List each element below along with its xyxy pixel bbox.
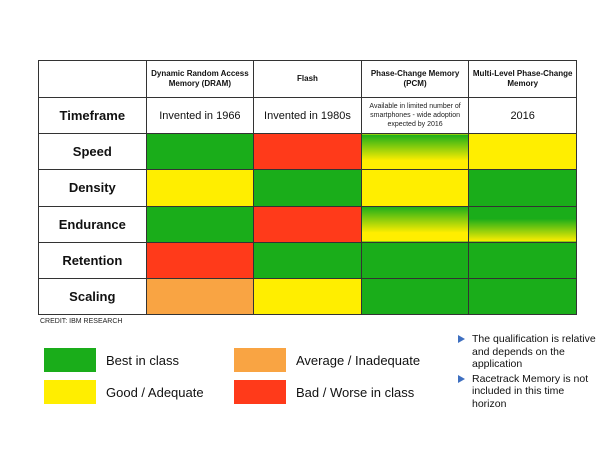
row-label-scaling: Scaling (38, 277, 147, 316)
col-header-mlpcm: Multi-Level Phase-Change Memory (468, 59, 577, 99)
legend-label-best: Best in class (106, 352, 179, 368)
retention-dram-cell (145, 241, 255, 279)
legend-swatch-avg (234, 348, 286, 372)
density-dram-cell (145, 169, 255, 207)
retention-mlpcm-cell (468, 241, 577, 279)
triangle-bullet-icon (458, 335, 465, 343)
row-retention: Retention (38, 241, 577, 279)
memory-comparison-table: Dynamic Random Access Memory (DRAM) Flas… (38, 59, 577, 316)
legend-swatch-best (44, 348, 96, 372)
retention-flash-cell (253, 241, 362, 279)
legend-label-avg: Average / Inadequate (296, 352, 421, 368)
speed-pcm-cell (360, 133, 470, 171)
scaling-dram-cell (145, 277, 255, 316)
density-mlpcm-cell (468, 169, 577, 207)
triangle-bullet-icon (458, 374, 465, 383)
row-label-timeframe: Timeframe (38, 97, 147, 135)
note-item: Racetrack Memory is not included in this… (456, 373, 596, 411)
legend-label-good: Good / Adequate (106, 384, 204, 400)
col-header-flash: Flash (253, 59, 362, 99)
legend-item-good: Good / Adequate (44, 380, 204, 404)
row-timeframe: Timeframe Invented in 1966 Invented in 1… (38, 97, 577, 135)
legend-swatch-bad (234, 380, 286, 404)
note-text: The qualification is relative and depend… (472, 333, 596, 370)
endurance-mlpcm-cell (468, 205, 577, 243)
endurance-dram-cell (145, 205, 255, 243)
timeframe-dram: Invented in 1966 (145, 97, 255, 135)
legend-item-bad: Bad / Worse in class (234, 380, 414, 404)
legend-item-avg: Average / Inadequate (234, 348, 420, 372)
endurance-pcm-cell (360, 205, 470, 243)
col-header-pcm: Phase-Change Memory (PCM) (360, 59, 470, 99)
note-item: The qualification is relative and depend… (456, 333, 596, 371)
legend-label-bad: Bad / Worse in class (296, 384, 415, 400)
row-density: Density (38, 169, 577, 207)
header-row: Dynamic Random Access Memory (DRAM) Flas… (38, 59, 577, 99)
row-speed: Speed (38, 133, 577, 171)
row-scaling: Scaling (38, 277, 577, 316)
scaling-mlpcm-cell (468, 277, 577, 316)
speed-flash-cell (253, 133, 362, 171)
row-label-endurance: Endurance (38, 205, 147, 243)
notes-list: The qualification is relative and depend… (456, 333, 596, 412)
credit-text: CREDIT: IBM RESEARCH (40, 318, 123, 325)
scaling-pcm-cell (360, 277, 470, 316)
row-label-speed: Speed (38, 133, 147, 171)
timeframe-flash: Invented in 1980s (253, 97, 362, 135)
speed-mlpcm-cell (468, 133, 577, 171)
legend-swatch-good (44, 380, 96, 404)
density-pcm-cell (360, 169, 470, 207)
endurance-flash-cell (253, 205, 362, 243)
timeframe-pcm: Available in limited number of smartphon… (360, 97, 470, 135)
timeframe-mlpcm: 2016 (468, 97, 577, 135)
row-label-retention: Retention (38, 241, 147, 279)
density-flash-cell (253, 169, 362, 207)
retention-pcm-cell (360, 241, 470, 279)
row-endurance: Endurance (38, 205, 577, 243)
scaling-flash-cell (253, 277, 362, 316)
note-text: Racetrack Memory is not included in this… (472, 372, 589, 410)
col-header-dram: Dynamic Random Access Memory (DRAM) (145, 59, 255, 99)
corner-cell (38, 59, 147, 99)
legend-item-best: Best in class (44, 348, 179, 372)
speed-dram-cell (145, 133, 255, 171)
row-label-density: Density (38, 169, 147, 207)
